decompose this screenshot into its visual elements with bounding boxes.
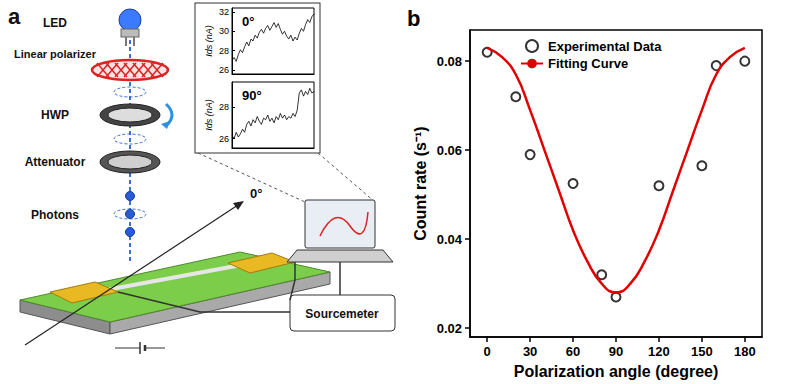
svg-text:0.08: 0.08 xyxy=(437,54,462,69)
svg-text:Count rate (s⁻¹): Count rate (s⁻¹) xyxy=(412,126,429,240)
svg-text:0°: 0° xyxy=(250,186,262,201)
svg-text:Ids (nA): Ids (nA) xyxy=(204,25,214,57)
svg-text:30: 30 xyxy=(523,344,537,359)
svg-text:b: b xyxy=(407,6,420,31)
svg-text:26: 26 xyxy=(219,134,229,144)
svg-text:90: 90 xyxy=(609,344,623,359)
svg-text:Experimental Data: Experimental Data xyxy=(548,39,662,54)
svg-text:0.06: 0.06 xyxy=(437,143,462,158)
svg-text:60: 60 xyxy=(566,344,580,359)
svg-text:0.04: 0.04 xyxy=(437,232,463,247)
svg-text:28: 28 xyxy=(219,46,229,56)
svg-text:30: 30 xyxy=(219,26,229,36)
svg-text:120: 120 xyxy=(648,344,670,359)
svg-text:Attenuator: Attenuator xyxy=(25,155,86,169)
svg-text:Polarization angle (degree): Polarization angle (degree) xyxy=(514,363,718,380)
svg-text:HWP: HWP xyxy=(41,108,69,122)
svg-text:Linear polarizer: Linear polarizer xyxy=(14,48,97,60)
svg-text:a: a xyxy=(8,4,21,29)
svg-text:28: 28 xyxy=(219,102,229,112)
svg-text:Photons: Photons xyxy=(31,208,79,222)
svg-text:26: 26 xyxy=(219,65,229,75)
svg-text:0.02: 0.02 xyxy=(437,321,462,336)
svg-text:90°: 90° xyxy=(242,88,262,103)
svg-text:Sourcemeter: Sourcemeter xyxy=(305,307,379,321)
svg-text:32: 32 xyxy=(219,7,229,17)
svg-text:150: 150 xyxy=(691,344,713,359)
svg-text:180: 180 xyxy=(734,344,756,359)
svg-text:LED: LED xyxy=(43,16,67,30)
svg-text:Fitting Curve: Fitting Curve xyxy=(548,56,628,71)
svg-text:0°: 0° xyxy=(242,14,254,29)
svg-text:Ids (nA): Ids (nA) xyxy=(204,99,214,131)
svg-text:0: 0 xyxy=(484,344,491,359)
